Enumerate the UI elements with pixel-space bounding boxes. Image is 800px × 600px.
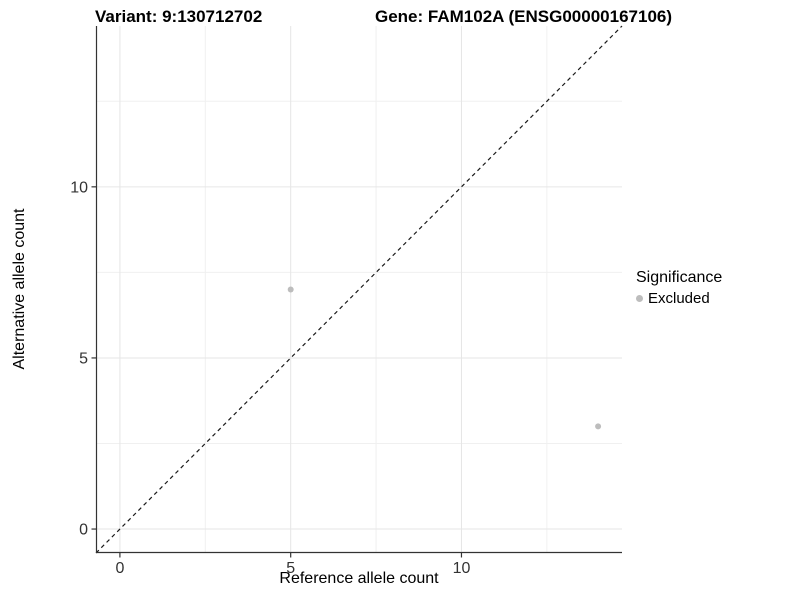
y-tick-label: 10 (70, 179, 88, 196)
y-axis-title: Alternative allele count (11, 208, 28, 370)
x-tick-label: 10 (453, 560, 471, 577)
plot-title-variant: Variant: 9:130712702 (95, 7, 263, 26)
plot-panel: 0 5 10 0 5 10 (70, 25, 623, 577)
legend-item-excluded: Excluded (636, 290, 722, 307)
legend-key-dot-icon (636, 295, 643, 302)
legend-item-label: Excluded (648, 290, 710, 307)
x-tick-label: 5 (286, 560, 295, 577)
y-tick-label: 0 (79, 522, 88, 539)
legend-title: Significance (636, 269, 723, 286)
plot-title-gene: Gene: FAM102A (ENSG00000167106) (375, 7, 673, 26)
legend: Significance Excluded (636, 269, 722, 307)
x-axis-title: Reference allele count (279, 570, 439, 587)
data-point (287, 286, 294, 293)
identity-dashed-line (95, 25, 623, 554)
x-tick-label: 0 (115, 560, 124, 577)
data-point (595, 423, 602, 430)
y-tick-label: 5 (79, 350, 88, 367)
